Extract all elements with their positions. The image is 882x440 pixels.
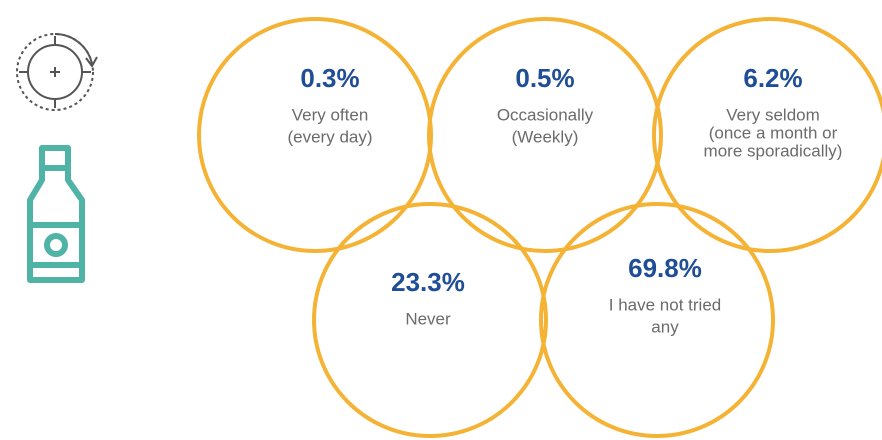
- percentage: 0.3%: [300, 63, 359, 93]
- label-line: any: [651, 317, 679, 336]
- labels: 0.3% Very often (every day) 0.5% Occasionall…: [287, 63, 842, 337]
- label-line: Occasionally: [497, 105, 594, 124]
- ring: [312, 202, 548, 438]
- cycle-icon: [16, 33, 98, 111]
- ring: [539, 202, 775, 438]
- rings: [197, 17, 882, 438]
- label-line: I have not tried: [609, 295, 721, 314]
- label-line: (Weekly): [512, 127, 579, 146]
- label-line: (every day): [287, 127, 372, 146]
- bottle-icon: [27, 145, 85, 283]
- percentage: 6.2%: [743, 63, 802, 93]
- ring: [427, 17, 663, 253]
- percentage: 0.5%: [515, 63, 574, 93]
- label-line: Very often: [292, 105, 369, 124]
- label-line: Never: [405, 309, 451, 328]
- label-line: more sporadically): [704, 141, 843, 160]
- ring: [652, 17, 882, 253]
- label-line: (once a month or: [709, 123, 838, 142]
- label-line: Very seldom: [726, 105, 820, 124]
- percentage: 23.3%: [391, 267, 465, 297]
- percentage: 69.8%: [628, 253, 702, 283]
